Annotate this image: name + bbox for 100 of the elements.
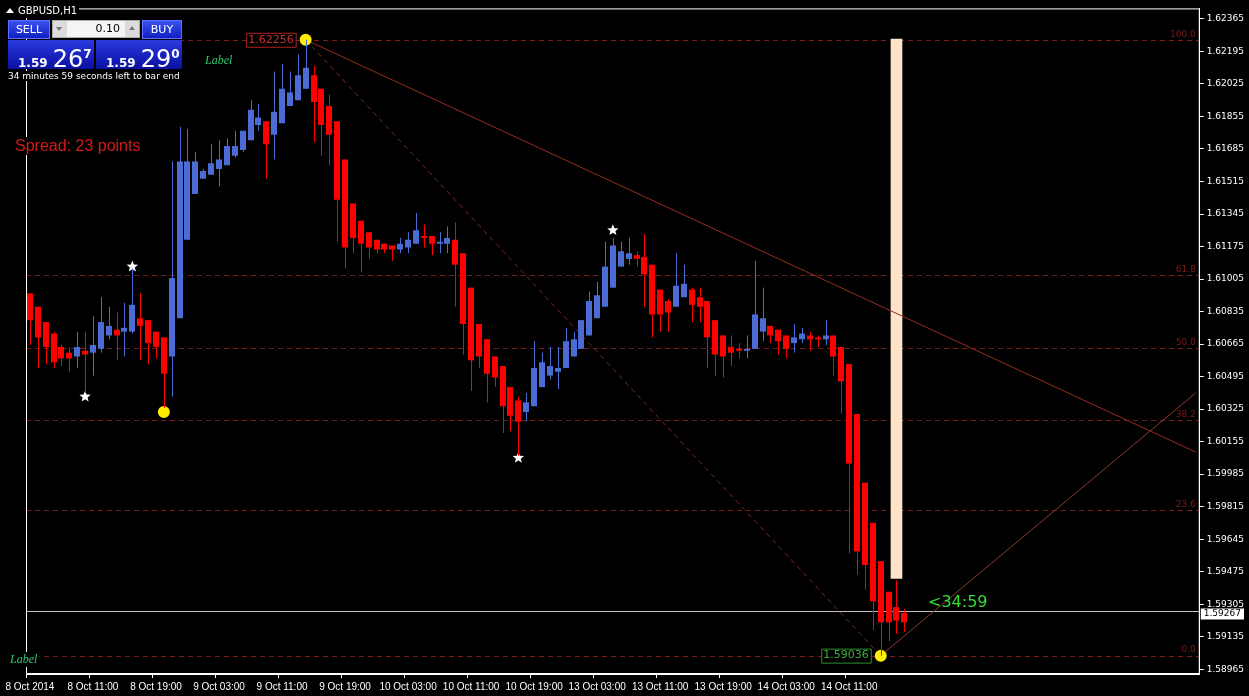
candlestick: [421, 224, 427, 248]
annotation: Label: [8, 652, 40, 667]
point: [607, 224, 619, 236]
candlestick: [208, 143, 214, 176]
y-tick-label: 1.58965: [1206, 663, 1244, 674]
candlestick: [744, 334, 750, 359]
x-tick-label: 9 Oct 11:00: [256, 680, 308, 692]
candlestick: [673, 252, 679, 308]
annotation: 0.10: [94, 22, 120, 35]
candlestick: [263, 120, 269, 180]
x-tick-label: 9 Oct 03:00: [193, 680, 246, 692]
candlestick: [665, 298, 671, 333]
candlestick: [555, 346, 561, 390]
candlestick: [405, 231, 411, 254]
candlestick: [720, 334, 726, 379]
x-tick-label: 9 Oct 19:00: [319, 680, 372, 692]
annotation: 0.0: [1181, 644, 1197, 655]
y-tick-label: 1.59135: [1206, 631, 1244, 642]
candlestick: [82, 331, 88, 394]
annotation: Label: [203, 53, 235, 68]
candlestick: [901, 608, 907, 633]
y-tick-label: 1.61175: [1206, 240, 1244, 251]
candlestick: [232, 130, 238, 159]
annotation: 1.59036: [823, 648, 869, 662]
candlestick: [760, 287, 766, 342]
y-tick-label: 1.61685: [1206, 143, 1244, 154]
candlestick: [271, 71, 277, 160]
candlestick: [830, 334, 836, 377]
point: [157, 405, 170, 418]
candlestick: [681, 264, 687, 298]
candlestick: [74, 331, 80, 369]
candlestick: [145, 319, 151, 365]
x-tick-label: 10 Oct 11:00: [442, 680, 500, 692]
candlestick: [594, 281, 600, 319]
annotation: <34:59: [928, 591, 988, 611]
candlestick: [137, 292, 143, 361]
annotation: BUY: [142, 20, 182, 39]
chart-title: GBPUSD,H1: [16, 5, 80, 17]
candlestick: [626, 237, 632, 266]
candlestick: [303, 39, 309, 90]
candlestick: [106, 306, 112, 340]
candlestick: [358, 220, 364, 273]
y-tick-label: 1.59475: [1206, 566, 1244, 577]
x-tick-label: 8 Oct 2014: [5, 680, 55, 692]
y-tick-label: 1.60495: [1206, 370, 1244, 381]
candlestick: [783, 334, 789, 359]
candlestick: [815, 334, 821, 348]
annotation: 1.59 29$^{0}$: [106, 45, 180, 73]
y-tick-label: 1.60835: [1206, 305, 1244, 316]
y-tick-label: 1.62365: [1206, 13, 1244, 24]
x-tick-label: 8 Oct 19:00: [130, 680, 183, 692]
candlestick: [523, 392, 529, 423]
x-tick-label: 10 Oct 03:00: [379, 680, 438, 692]
annotation: 50.0: [1175, 336, 1197, 347]
candlestick: [547, 346, 553, 380]
candlestick: [689, 287, 695, 323]
y-tick-label: 1.59645: [1206, 533, 1244, 544]
candlestick: [90, 315, 96, 377]
y-tick-label: 1.61005: [1206, 273, 1244, 284]
x-tick-label: 14 Oct 03:00: [757, 680, 816, 692]
x-tick-label: 13 Oct 19:00: [694, 680, 753, 692]
y-tick-label: 1.61515: [1206, 175, 1244, 186]
annotation: Spread: 23 points: [13, 137, 143, 155]
candlestick: [791, 323, 797, 354]
candlestick: [287, 71, 293, 107]
x-tick-label: 8 Oct 11:00: [67, 680, 119, 692]
y-tick-label: 1.61345: [1206, 208, 1244, 219]
candlestick: [224, 137, 230, 166]
y-tick-label: 1.60155: [1206, 435, 1244, 446]
annotation: 34 minutes 59 seconds left to bar end: [6, 71, 182, 81]
candlestick: [618, 241, 624, 268]
candlestick: [728, 334, 734, 367]
candlestick: [515, 396, 521, 457]
y-tick-label: 1.59305: [1206, 598, 1244, 609]
y-tick-label: 1.60665: [1206, 338, 1244, 349]
x-tick-label: 10 Oct 19:00: [505, 680, 564, 692]
annotation: 1.62256: [248, 32, 294, 46]
candlestick: [366, 231, 372, 260]
candlestick: [492, 356, 498, 388]
ref-line-label: 1.59267: [1203, 608, 1241, 619]
annotation: 61.8: [1175, 263, 1197, 274]
candlestick: [807, 331, 813, 352]
y-tick-label: 1.61855: [1206, 110, 1244, 121]
annotation: 23.6: [1175, 499, 1197, 510]
annotation: 1.59 26$^{7}$: [18, 45, 92, 73]
candlestick: [216, 139, 222, 187]
y-tick-label: 1.62195: [1206, 45, 1244, 56]
candlestick: [153, 331, 159, 359]
annotation: 100.0: [1170, 28, 1197, 39]
point: [79, 390, 91, 402]
x-tick-label: 13 Oct 11:00: [631, 680, 689, 692]
annotation: 38.2: [1175, 409, 1196, 420]
y-tick-label: 1.59985: [1206, 468, 1244, 479]
point: [874, 649, 887, 662]
point: [299, 33, 312, 46]
y-tick-label: 1.62025: [1206, 78, 1244, 89]
x-tick-label: 14 Oct 11:00: [820, 680, 878, 692]
candlestick: [413, 212, 419, 245]
candlestick: [121, 302, 127, 357]
y-tick-label: 1.59815: [1206, 500, 1244, 511]
